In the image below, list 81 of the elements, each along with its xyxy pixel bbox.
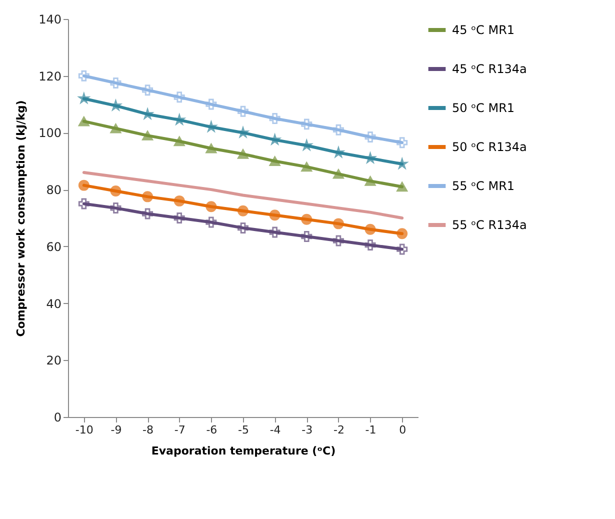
point (174, 92, 185, 103)
legend-label: 55 ᵒC MR1 (452, 179, 515, 193)
x-tick-label: -10 (75, 424, 94, 436)
point (396, 137, 408, 148)
x-tick-label: -4 (270, 424, 281, 436)
point (332, 124, 344, 136)
point (142, 208, 154, 220)
point (332, 169, 344, 179)
legend-label: 45 ᵒC R134a (452, 62, 527, 76)
legend-label: 50 ᵒC MR1 (452, 101, 515, 115)
point (78, 93, 90, 104)
point (78, 180, 90, 191)
point (142, 130, 154, 140)
point (269, 156, 280, 166)
point (110, 100, 121, 110)
point (110, 77, 122, 88)
point (364, 131, 376, 142)
point (78, 198, 90, 210)
point (270, 134, 280, 144)
point (78, 116, 90, 126)
point (174, 212, 185, 224)
point (396, 244, 408, 255)
y-tick-label: 80 (46, 183, 62, 198)
y-tick-label: 140 (38, 12, 62, 26)
point (269, 226, 280, 238)
x-tick-label: -5 (238, 424, 249, 436)
line-series (82, 171, 404, 220)
point (364, 240, 376, 250)
point (238, 205, 248, 216)
point (206, 201, 217, 212)
point (396, 228, 408, 240)
point (365, 152, 376, 163)
point (269, 113, 280, 124)
point (333, 147, 344, 158)
point (142, 191, 154, 202)
x-axis-title: Evaporation temperature (ᵒC) (151, 444, 336, 458)
point (301, 162, 312, 172)
point (332, 218, 344, 230)
x-tick-label: -8 (142, 424, 154, 436)
point (396, 158, 408, 169)
point (174, 136, 185, 146)
point (238, 106, 248, 117)
point (269, 210, 280, 221)
point (110, 202, 122, 214)
y-tick-label: 120 (38, 69, 62, 84)
point (206, 143, 217, 154)
point (206, 98, 217, 110)
y-tick-label: 40 (46, 296, 62, 311)
point (206, 216, 217, 228)
x-tick-label: -2 (333, 424, 344, 436)
point (110, 124, 122, 134)
legend-label: 55 ᵒC R134a (452, 218, 527, 232)
point (364, 224, 376, 235)
point (238, 222, 248, 234)
point (174, 195, 185, 206)
x-tick-label: -1 (365, 424, 376, 436)
y-axis-title: Compressor work consumption (kJ/kg) (14, 100, 28, 337)
point (110, 186, 122, 196)
legend-label: 50 ᵒC R134a (452, 140, 527, 154)
point (142, 84, 154, 96)
y-tick-label: 100 (38, 126, 62, 140)
legend-label: 45 ᵒC MR1 (452, 23, 515, 37)
point (301, 230, 312, 242)
x-tick-label: -9 (110, 424, 122, 436)
y-tick-label: 60 (46, 240, 62, 254)
point (364, 176, 376, 186)
point (396, 182, 408, 192)
x-tick-label: 0 (399, 424, 406, 436)
y-tick-label: 20 (46, 354, 62, 368)
x-tick-label: -7 (174, 424, 186, 436)
point (301, 118, 312, 130)
point (301, 214, 312, 225)
point (238, 127, 248, 138)
point (238, 149, 248, 159)
x-tick-label: -6 (206, 424, 218, 436)
point (174, 114, 185, 125)
y-tick-label: 0 (54, 410, 62, 424)
point (78, 70, 90, 82)
point (332, 235, 344, 246)
point (142, 108, 153, 119)
x-tick-label: -3 (302, 424, 313, 436)
